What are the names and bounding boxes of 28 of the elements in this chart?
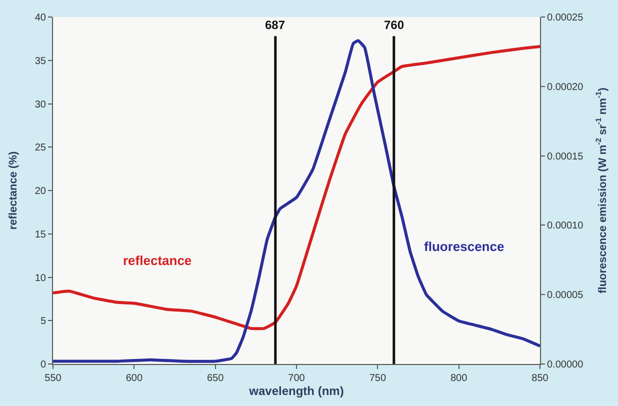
x-tick-label: 700 bbox=[288, 373, 306, 384]
y-tick-label: 15 bbox=[34, 229, 46, 240]
y-tick-label: 25 bbox=[34, 142, 46, 154]
y-tick-label: 0 bbox=[40, 360, 46, 370]
y-tick-label: 40 bbox=[34, 12, 46, 24]
x-tick-label: 550 bbox=[44, 373, 62, 384]
y-axis-title: reflectance (%) bbox=[8, 151, 20, 230]
x-tick-label: 600 bbox=[126, 373, 143, 384]
y2-tick-label: 0.00025 bbox=[547, 12, 584, 24]
ref-line-label: 760 bbox=[384, 18, 404, 32]
y-tick-label: 30 bbox=[34, 99, 46, 110]
y-tick-label: 35 bbox=[34, 56, 46, 67]
x-axis-title: wavelength (nm) bbox=[248, 384, 344, 398]
x-tick-label: 650 bbox=[206, 373, 224, 384]
y-tick-label: 5 bbox=[40, 316, 46, 328]
y-tick-label: 10 bbox=[34, 272, 46, 284]
y2-tick-label: 0.00010 bbox=[547, 220, 584, 232]
ref-line-label: 687 bbox=[265, 18, 286, 32]
x-tick-label: 750 bbox=[369, 373, 386, 384]
x-tick-label: 800 bbox=[450, 373, 468, 384]
y2-tick-label: 0.00005 bbox=[547, 290, 584, 302]
y-tick-label: 20 bbox=[34, 186, 46, 197]
series-label: fluorescence bbox=[424, 239, 504, 254]
y2-tick-label: 0.00000 bbox=[547, 360, 584, 370]
x-tick-label: 850 bbox=[532, 373, 549, 384]
y2-tick-label: 0.00015 bbox=[547, 151, 584, 162]
y2-tick-label: 0.00020 bbox=[547, 82, 584, 93]
text: reflectance bbox=[123, 253, 192, 268]
